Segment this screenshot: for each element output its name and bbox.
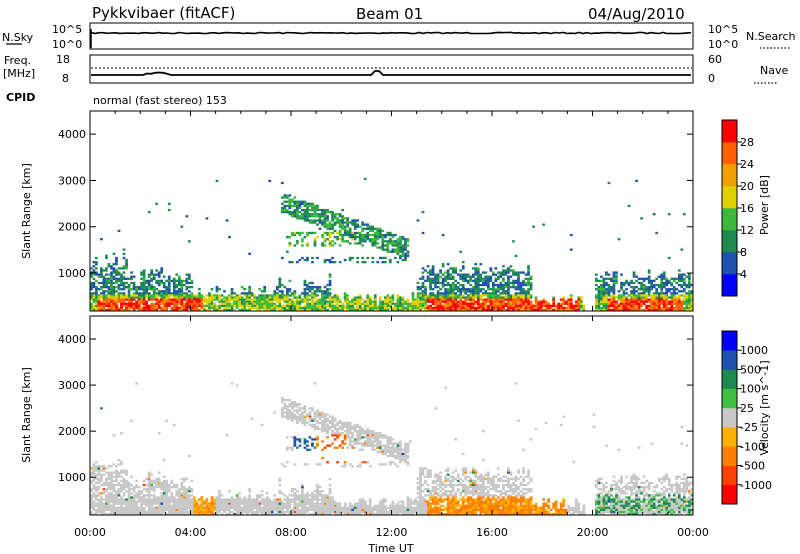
freq-tick-lo: 8 [62, 72, 69, 85]
power-cells-2 [90, 177, 694, 312]
ytick-label: 3000 [58, 379, 86, 392]
colorbar-segment [722, 427, 737, 447]
power-cells-6 [97, 298, 684, 312]
freq-unit-label: [MHz] [3, 67, 35, 80]
colorbar-segment [722, 164, 737, 187]
cpid-text: normal (fast stereo) 153 [93, 94, 227, 107]
colorbar-segment [722, 186, 737, 209]
colorbar-tick-label: 28 [740, 136, 754, 149]
ytick-label: 1000 [58, 267, 86, 280]
power-panel [90, 177, 694, 312]
velocity-cells-2 [100, 413, 691, 516]
ytick-label: 1000 [58, 471, 86, 484]
colorbar-segment [722, 388, 737, 409]
nsearch-tick-lo: 10^0 [708, 38, 738, 51]
colorbar-segment [722, 369, 737, 389]
nave-label: Nave [760, 64, 788, 77]
ytick-label: 2000 [58, 425, 86, 438]
nave-tick-hi: 60 [708, 53, 722, 66]
nsearch-tick-hi: 10^5 [708, 23, 738, 36]
velocity-cells-1 [102, 415, 370, 514]
freq-tick-hi: 18 [56, 53, 70, 66]
colorbar-tick-label: 24 [740, 158, 754, 171]
cpid-label: CPID [6, 91, 35, 104]
time-axis-label: Time UT [367, 542, 413, 554]
velocity-cells-3 [90, 415, 566, 516]
nsky-tick-lo: 10^0 [52, 38, 82, 51]
velocity-cells-6 [97, 407, 694, 516]
colorbar-tick-label: 25 [740, 402, 754, 415]
colorbar-tick-label: 20 [740, 180, 754, 193]
velocity-panel [90, 382, 694, 516]
ytick-label: 4000 [58, 128, 86, 141]
colorbar-tick-label: 12 [740, 224, 754, 237]
colorbar-tick-label: -500 [740, 460, 765, 473]
nave-tick-lo: 0 [708, 72, 715, 85]
colorbar-segment [722, 465, 737, 486]
ytick-label: 3000 [58, 174, 86, 187]
velocity-cells-7 [160, 436, 616, 516]
velocity-cells-5 [105, 438, 694, 516]
freq-line [91, 70, 691, 76]
colorbar-segment [722, 252, 737, 275]
noise-strip [89, 22, 694, 50]
velocity-ylabel: Slant Range [km] [20, 367, 33, 463]
power-ylabel: Slant Range [km] [20, 163, 33, 259]
ytick-label: 4000 [58, 333, 86, 346]
ytick-label: 2000 [58, 221, 86, 234]
colorbar-tick-label: 500 [740, 363, 761, 376]
xtick-label: 00:00 [74, 526, 106, 539]
velocity-colorbar-label: Velocity [m s^-1] [758, 360, 771, 455]
freq-label: Freq. [4, 54, 31, 67]
colorbar-segment [722, 142, 737, 165]
colorbar-tick-label: 8 [740, 246, 747, 259]
nsky-label: N.Sky [2, 31, 34, 44]
colorbar-segment [722, 407, 737, 428]
colorbar-tick-label: -25 [740, 421, 758, 434]
date-title: 04/Aug/2010 [588, 5, 685, 23]
xtick-label: 00:00 [677, 526, 709, 539]
power-colorbar: 28 24 20 16 12 8 4 [721, 119, 754, 297]
freq-strip [89, 54, 694, 84]
station-title: Pykkvibaer (fitACF) [92, 4, 235, 22]
power-yticks: 1000 2000 3000 4000 [58, 128, 693, 280]
colorbar-segment [722, 208, 737, 231]
colorbar-segment [722, 350, 737, 370]
colorbar-segment [722, 120, 737, 143]
colorbar-segment [722, 484, 737, 505]
colorbar-tick-label: -1000 [740, 479, 772, 492]
power-colorbar-label: Power [dB] [758, 175, 771, 235]
colorbar-tick-label: 100 [740, 383, 761, 396]
xtick-label: 08:00 [275, 526, 307, 539]
colorbar-frame [721, 330, 738, 505]
xtick-label: 16:00 [476, 526, 508, 539]
power-cells-4 [90, 231, 694, 312]
velocity-colorbar: 1000 500 100 25 -25 -100 -500 -1000 [721, 330, 772, 505]
colorbar-segment [722, 446, 737, 466]
velocity-yticks: 1000 2000 3000 4000 [58, 333, 693, 484]
beam-title: Beam 01 [356, 5, 423, 23]
power-cells-7 [97, 298, 681, 312]
colorbar-segment [722, 274, 737, 297]
time-axis: 00:00 04:00 08:00 12:00 16:00 20:00 00:00 [74, 111, 709, 539]
xtick-label: 12:00 [376, 526, 408, 539]
xtick-label: 20:00 [577, 526, 609, 539]
power-cells-3 [90, 194, 694, 312]
nsky-line [90, 31, 692, 35]
xtick-label: 04:00 [175, 526, 207, 539]
velocity-cells-4 [90, 382, 694, 516]
power-cells-1 [90, 179, 694, 295]
power-cells-5 [97, 298, 679, 312]
colorbar-tick-label: -100 [740, 440, 765, 453]
nsearch-label: N.Search [746, 30, 796, 43]
colorbar-tick-label: 1000 [740, 344, 768, 357]
nsky-tick-hi: 10^5 [52, 23, 82, 36]
colorbar-segment [722, 331, 737, 351]
colorbar-tick-label: 16 [740, 202, 754, 215]
colorbar-segment [722, 230, 737, 253]
colorbar-tick-label: 4 [740, 268, 747, 281]
